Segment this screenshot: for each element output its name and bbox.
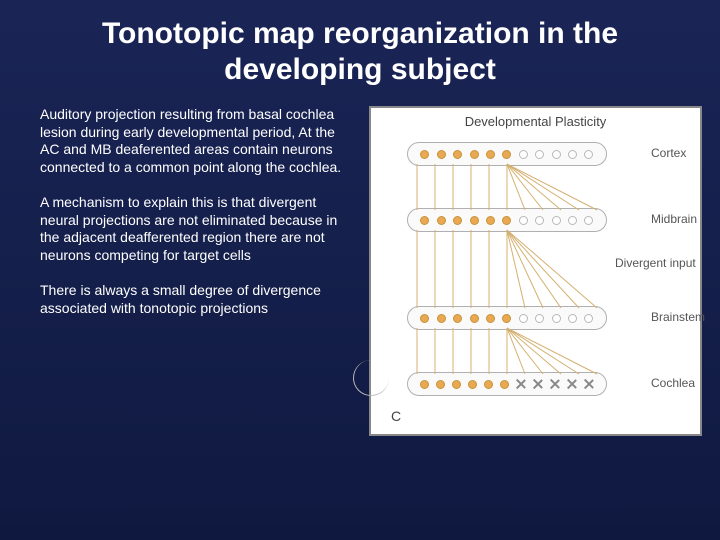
node-x-icon [550, 379, 560, 389]
nodes-row [407, 208, 607, 232]
layer-label: Midbrain [651, 212, 697, 226]
divergent-input-label: Divergent input [615, 256, 696, 270]
node-open-icon [552, 150, 561, 159]
diagram-panel: Developmental Plasticity Cortex Midbrain… [369, 106, 702, 436]
node-filled-icon [486, 314, 495, 323]
layer-label: Cochlea [651, 376, 695, 390]
node-open-icon [584, 216, 593, 225]
node-open-icon [584, 150, 593, 159]
node-filled-icon [502, 150, 511, 159]
node-x-icon [567, 379, 577, 389]
cochlea-arc-icon [353, 360, 389, 396]
node-filled-icon [453, 150, 462, 159]
node-x-icon [533, 379, 543, 389]
node-open-icon [568, 150, 577, 159]
node-filled-icon [437, 314, 446, 323]
node-open-icon [535, 150, 544, 159]
panel-label-c: C [391, 408, 401, 424]
node-filled-icon [453, 216, 462, 225]
node-filled-icon [468, 380, 477, 389]
diagram-title: Developmental Plasticity [371, 108, 700, 133]
nodes-row [407, 142, 607, 166]
node-filled-icon [420, 216, 429, 225]
node-open-icon [519, 216, 528, 225]
nodes-row [407, 372, 607, 396]
paragraph-2: A mechanism to explain this is that dive… [40, 194, 355, 264]
node-open-icon [519, 314, 528, 323]
node-filled-icon [484, 380, 493, 389]
node-filled-icon [453, 314, 462, 323]
node-open-icon [584, 314, 593, 323]
node-open-icon [552, 314, 561, 323]
node-open-icon [535, 216, 544, 225]
node-filled-icon [470, 150, 479, 159]
paragraph-1: Auditory projection resulting from basal… [40, 106, 355, 176]
node-filled-icon [502, 314, 511, 323]
layer-label: Brainstem [651, 310, 705, 324]
node-open-icon [568, 314, 577, 323]
nodes-row [407, 306, 607, 330]
node-x-icon [516, 379, 526, 389]
slide-title: Tonotopic map reorganization in the deve… [0, 0, 720, 96]
node-open-icon [535, 314, 544, 323]
paragraph-3: There is always a small degree of diverg… [40, 282, 355, 317]
node-filled-icon [500, 380, 509, 389]
node-filled-icon [470, 314, 479, 323]
node-filled-icon [420, 380, 429, 389]
node-filled-icon [502, 216, 511, 225]
node-filled-icon [436, 380, 445, 389]
node-filled-icon [437, 150, 446, 159]
node-filled-icon [437, 216, 446, 225]
node-open-icon [552, 216, 561, 225]
layer-label: Cortex [651, 146, 686, 160]
node-filled-icon [486, 150, 495, 159]
content-row: Auditory projection resulting from basal… [0, 96, 720, 436]
node-filled-icon [420, 150, 429, 159]
node-filled-icon [470, 216, 479, 225]
node-open-icon [568, 216, 577, 225]
node-filled-icon [452, 380, 461, 389]
node-open-icon [519, 150, 528, 159]
node-x-icon [584, 379, 594, 389]
node-filled-icon [420, 314, 429, 323]
text-column: Auditory projection resulting from basal… [40, 106, 355, 436]
node-filled-icon [486, 216, 495, 225]
